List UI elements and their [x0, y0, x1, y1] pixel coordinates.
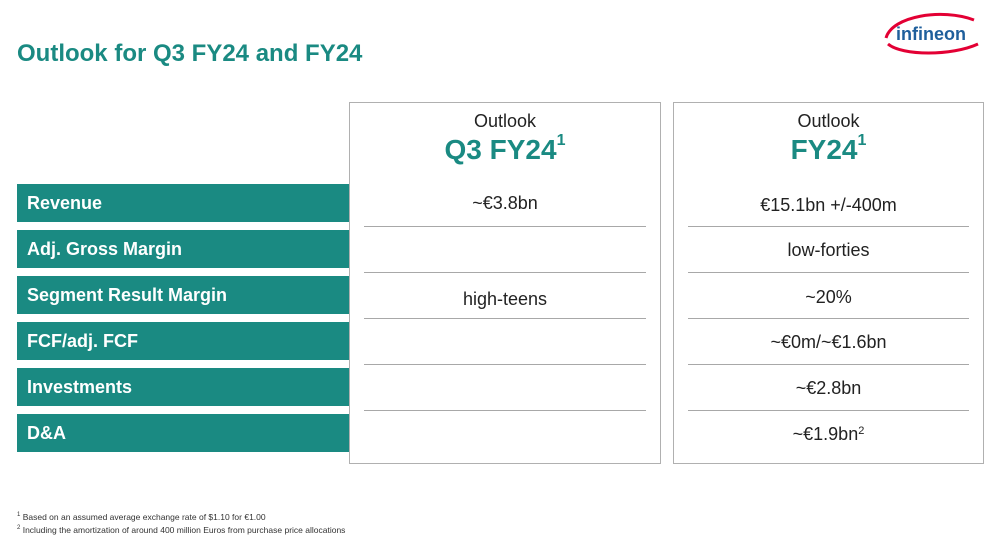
q3-investments-value	[364, 365, 646, 411]
q3-segment-margin-value: high-teens	[462, 288, 548, 309]
divider	[688, 226, 969, 227]
row-label-segment-result-margin: Segment Result Margin	[17, 276, 349, 314]
footnotes: 1 Based on an assumed average exchange r…	[17, 510, 345, 536]
divider	[688, 410, 969, 411]
outlook-fy24-panel: Outlook FY241 €15.1bn +/-400m low-fortie…	[673, 102, 984, 464]
row-label-adj-gross-margin: Adj. Gross Margin	[17, 230, 349, 268]
divider	[364, 272, 646, 273]
q3-caption: Outlook	[473, 111, 537, 131]
fy24-investments-value: ~€2.8bn	[795, 377, 862, 398]
outlook-q3-panel: Outlook Q3 FY241 ~€3.8bn high-teens	[349, 102, 661, 464]
divider	[688, 318, 969, 319]
footnote-2: 2 Including the amortization of around 4…	[17, 524, 346, 535]
q3-fcf-value	[364, 319, 646, 365]
fy24-fcf-value: ~€0m/~€1.6bn	[770, 331, 887, 352]
fy24-caption: Outlook	[797, 111, 860, 131]
fy24-panel-header: Outlook FY241	[674, 111, 983, 166]
row-label-revenue: Revenue	[17, 184, 349, 222]
divider	[364, 364, 646, 365]
infineon-logo: infineon	[884, 13, 979, 55]
fy24-da-value: ~€1.9bn 2	[792, 423, 865, 444]
q3-panel-header: Outlook Q3 FY241	[350, 111, 660, 166]
divider	[688, 272, 969, 273]
divider	[688, 364, 969, 365]
fy24-gross-margin-value: low-forties	[787, 239, 870, 260]
slide-title: Outlook for Q3 FY24 and FY24	[17, 40, 363, 67]
footnote-1: 1 Based on an assumed average exchange r…	[17, 511, 266, 522]
q3-period-title: Q3 FY241	[444, 131, 566, 165]
q3-da-value	[364, 411, 646, 457]
svg-text:infineon: infineon	[896, 24, 966, 44]
divider	[364, 226, 646, 227]
row-label-da: D&A	[17, 414, 349, 452]
fy24-period-title: FY241	[790, 131, 867, 165]
q3-gross-margin-value	[364, 227, 646, 273]
divider	[364, 410, 646, 411]
row-label-investments: Investments	[17, 368, 349, 406]
fy24-segment-margin-value: ~20%	[805, 286, 852, 307]
q3-revenue-value: ~€3.8bn	[472, 192, 538, 213]
divider	[364, 318, 646, 319]
row-label-fcf: FCF/adj. FCF	[17, 322, 349, 360]
fy24-revenue-value: €15.1bn +/-400m	[760, 194, 897, 215]
